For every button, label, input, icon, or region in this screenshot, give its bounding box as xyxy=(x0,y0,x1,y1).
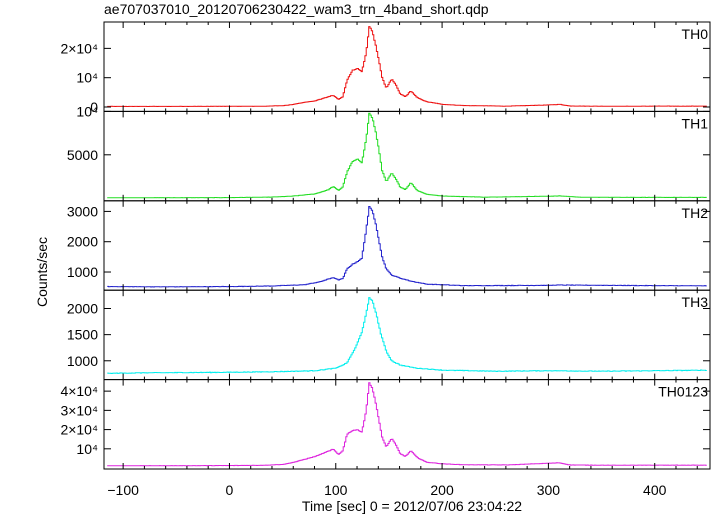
panel-th2: 1000 2000 3000 TH2 xyxy=(67,200,711,291)
y-tick-label: 10⁴ xyxy=(76,441,98,457)
x-tick-label: −100 xyxy=(107,482,139,498)
panel-label: TH1 xyxy=(682,115,709,131)
panel-label: TH0 xyxy=(682,26,709,42)
series-line-th0 xyxy=(107,26,707,107)
panel-frame xyxy=(103,200,711,291)
series-line-th0123 xyxy=(107,382,707,467)
panel-frame xyxy=(103,21,711,112)
y-tick-label: 10⁴ xyxy=(76,70,98,86)
panel-th0: 0 10⁴ 2×10⁴ TH0 xyxy=(60,21,711,115)
y-tick-label: 10⁴ xyxy=(76,103,98,119)
y-axis-label: Counts/sec xyxy=(34,237,50,307)
panel-label: TH3 xyxy=(682,294,709,310)
y-tick-label: 1000 xyxy=(67,353,98,369)
y-tick-label: 4×10⁴ xyxy=(60,383,98,399)
y-tick-label: 3×10⁴ xyxy=(60,402,98,418)
panel-th0123: 10⁴ 2×10⁴ 3×10⁴ 4×10⁴ TH0123 xyxy=(60,379,711,470)
series-line-th3 xyxy=(107,297,707,374)
panel-label: TH0123 xyxy=(658,384,708,400)
x-axis-label: Time [sec] 0 = 2012/07/06 23:04:22 xyxy=(302,498,522,514)
panel-th1: 5000 10⁴ TH1 xyxy=(67,103,711,202)
y-tick-label: 2000 xyxy=(67,300,98,316)
panel-th3: 1000 1500 2000 TH3 xyxy=(67,289,711,381)
y-tick-label: 2×10⁴ xyxy=(60,40,98,56)
panel-frame xyxy=(103,379,711,470)
x-tick-label: 400 xyxy=(643,482,667,498)
y-tick-label: 2000 xyxy=(67,234,98,250)
y-tick-label: 2×10⁴ xyxy=(60,422,98,438)
x-tick-label: 300 xyxy=(537,482,561,498)
x-tick-label: 200 xyxy=(430,482,454,498)
y-tick-label: 0 xyxy=(90,99,98,115)
y-tick-label: 1000 xyxy=(67,264,98,280)
series-line-th2 xyxy=(107,206,707,288)
panel-label: TH2 xyxy=(682,205,709,221)
x-tick-label: 100 xyxy=(324,482,348,498)
chart-title: ae707037010_20120706230422_wam3_trn_4ban… xyxy=(104,1,489,17)
y-tick-label: 5000 xyxy=(67,147,98,163)
x-tick-label: 0 xyxy=(226,482,234,498)
y-tick-label: 1500 xyxy=(67,327,98,343)
series-line-th1 xyxy=(107,112,707,199)
y-tick-label: 3000 xyxy=(67,203,98,219)
